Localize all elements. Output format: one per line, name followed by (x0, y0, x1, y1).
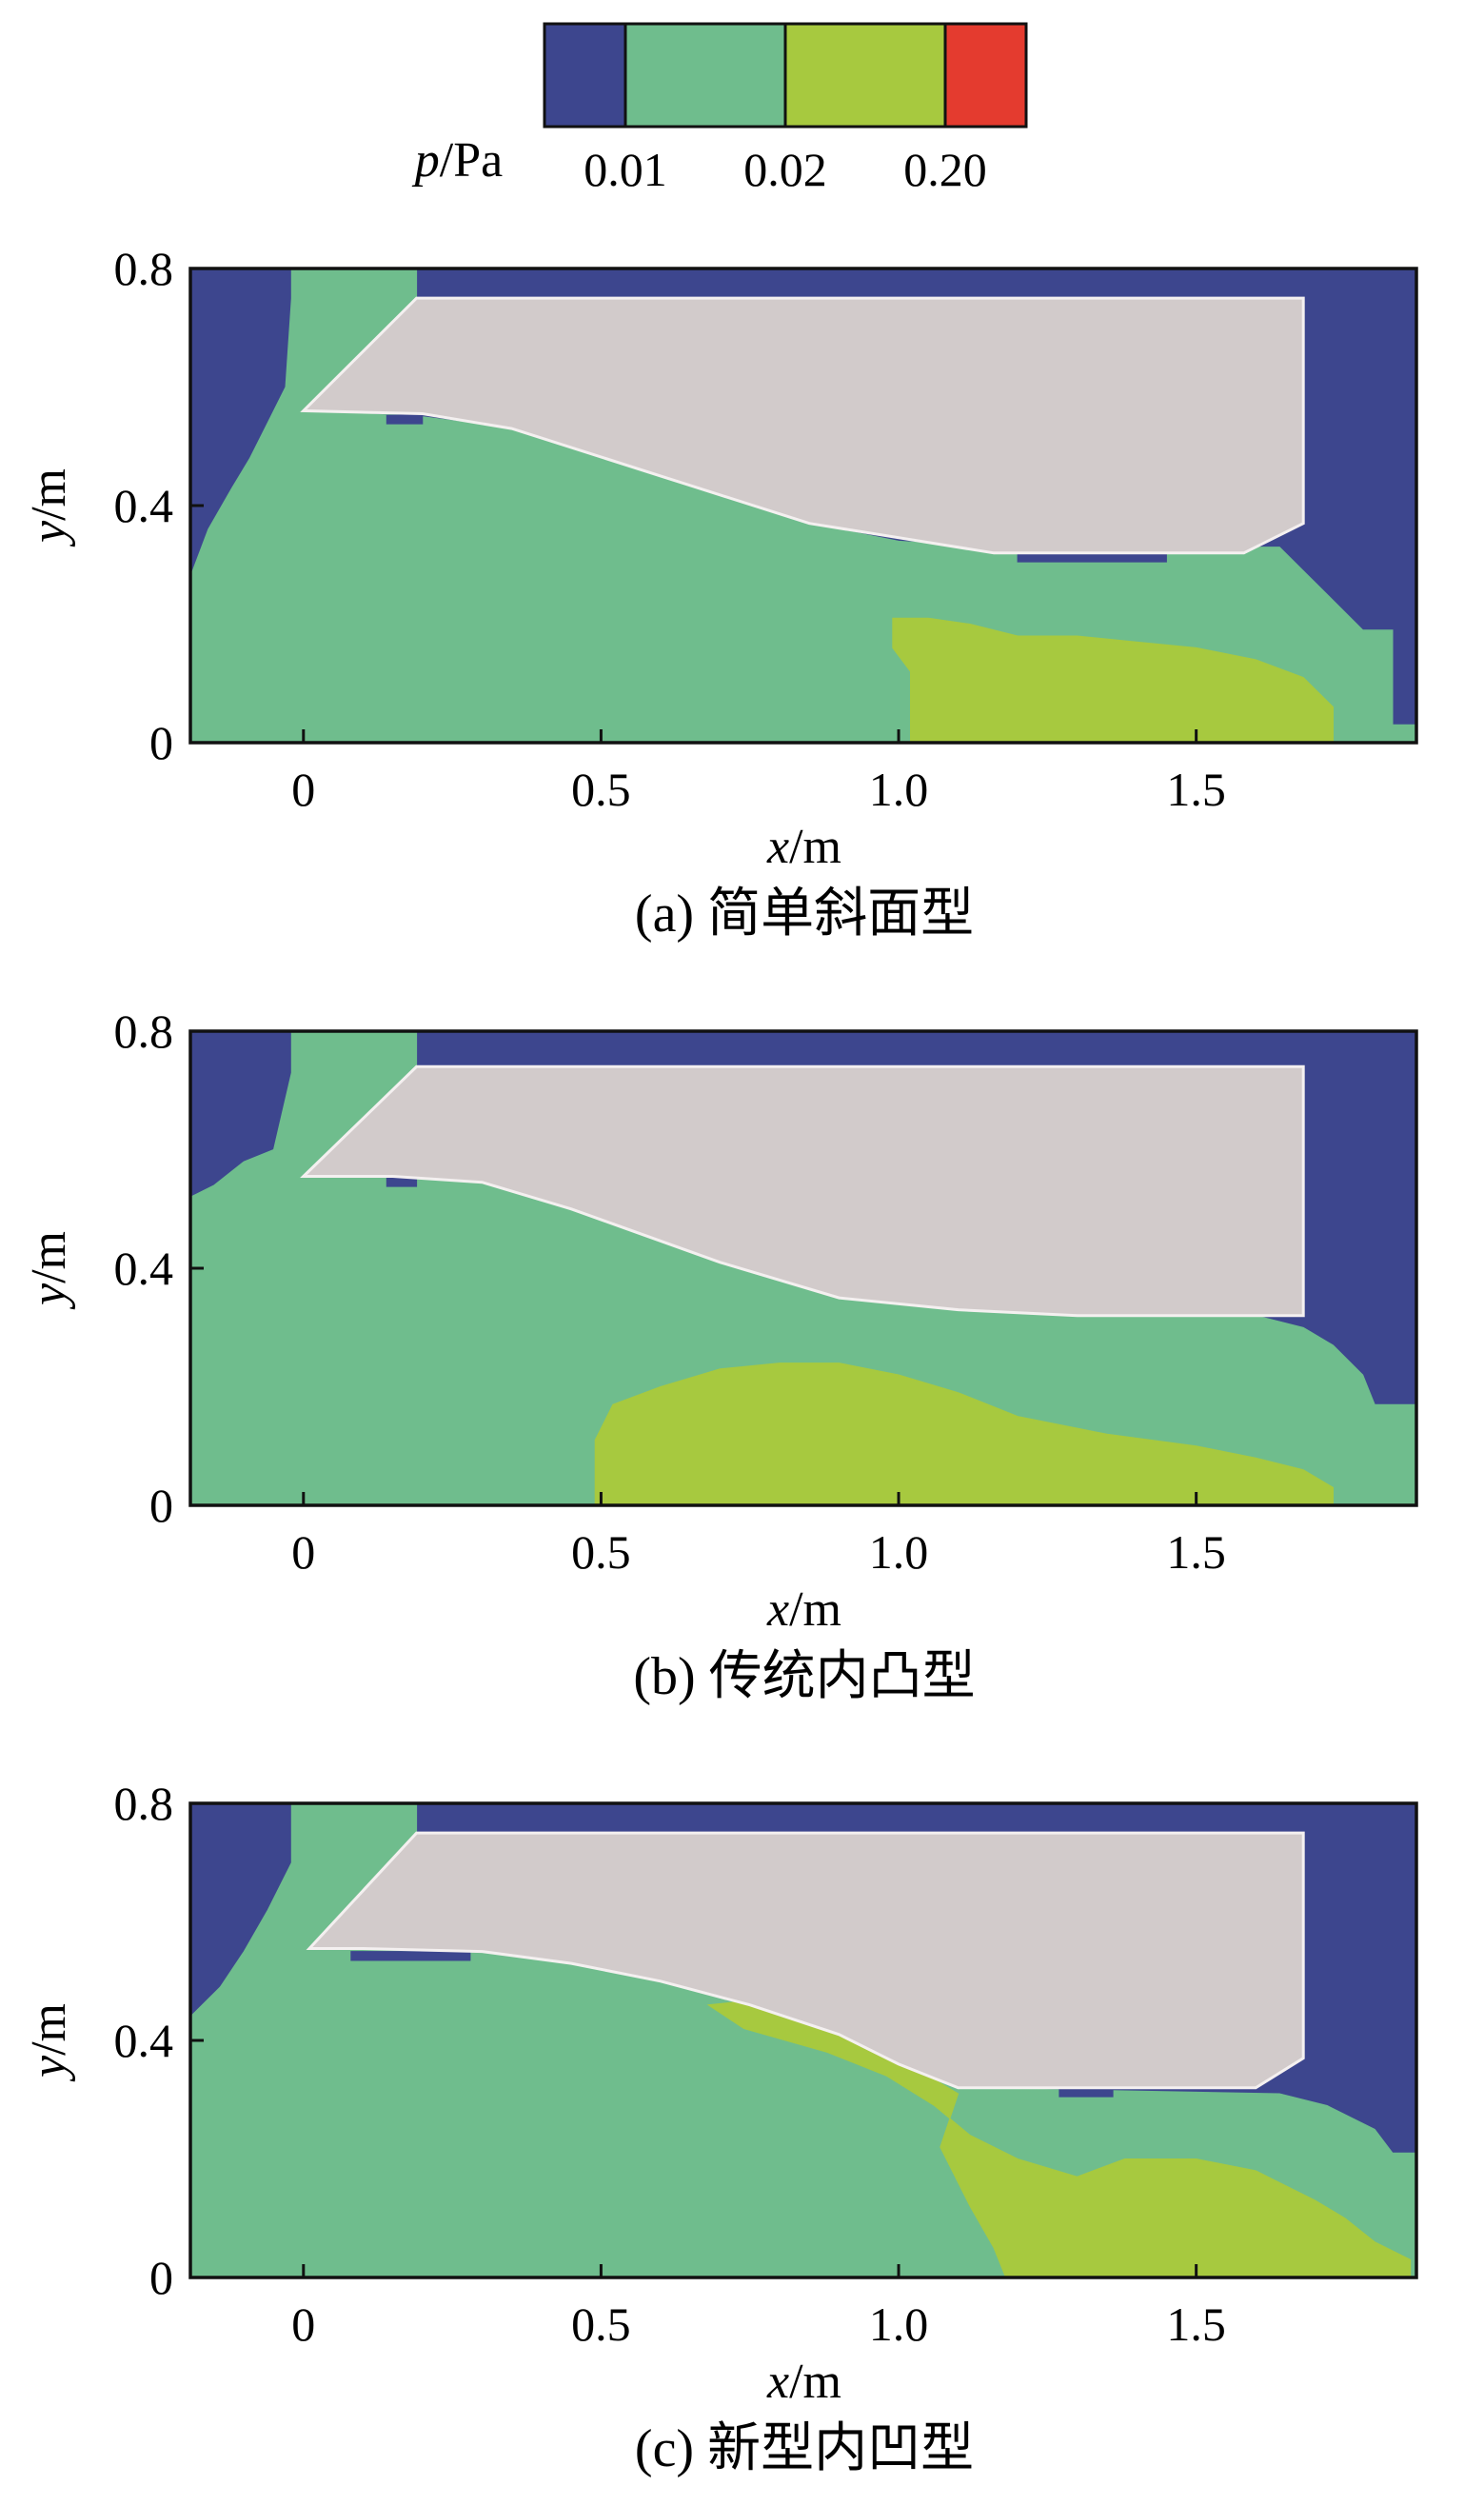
colorbar-segment (783, 22, 947, 129)
colorbar-tick-label: 0.20 (903, 143, 987, 196)
x-tick-label: 0.5 (571, 763, 631, 816)
colorbar-segment (543, 22, 627, 129)
x-axis-label: x/m (766, 2355, 841, 2409)
panel: 0 0.5 1.0 1.5 0 0.4 0.8 x/m y/m (b) 传统内凸型 (22, 1004, 1418, 1706)
contour-plot (190, 268, 1416, 743)
x-axis-label: x/m (766, 820, 841, 874)
panel-caption: (c) 新型内凹型 (635, 2419, 974, 2478)
contour-region (386, 414, 424, 425)
panel: 0 0.5 1.0 1.5 0 0.4 0.8 x/m y/m (c) 新型内凹型 (22, 1777, 1418, 2478)
y-axis-label: y/m (22, 468, 76, 547)
contour-region (594, 1362, 1334, 1505)
contour-region (706, 1998, 1412, 2277)
x-tick-label: 1.5 (1166, 763, 1226, 816)
x-tick-label: 1.0 (869, 763, 929, 816)
x-axis-label: x/m (766, 1582, 841, 1637)
colorbar: 0.01 0.02 0.20 p/Pa (411, 22, 1028, 196)
x-tick-label: 1.0 (869, 2297, 929, 2351)
solid-body (300, 1064, 1305, 1318)
x-tick-label: 1.5 (1166, 2297, 1226, 2351)
y-axis-label: y/m (22, 1231, 76, 1310)
panel: 0 0.5 1.0 1.5 0 0.4 0.8 x/m y/m (a) 简单斜面型 (22, 242, 1418, 944)
colorbar-label: p/Pa (411, 133, 503, 188)
y-tick-label: 0.4 (114, 479, 174, 532)
colorbar-tick-label: 0.01 (584, 143, 667, 196)
x-tick-label: 0.5 (571, 1525, 631, 1579)
x-tick-label: 1.5 (1166, 1525, 1226, 1579)
contour-plot (190, 1031, 1416, 1505)
solid-body (300, 296, 1305, 555)
contour-region (892, 617, 1334, 743)
solid-body (306, 1831, 1305, 2090)
x-tick-label: 0.5 (571, 2297, 631, 2351)
y-tick-label: 0 (149, 716, 173, 769)
contour-region (350, 1951, 471, 1961)
y-tick-label: 0.8 (114, 242, 174, 295)
y-tick-label: 0.8 (114, 1004, 174, 1058)
contour-region (386, 1177, 418, 1187)
y-tick-label: 0 (149, 2251, 173, 2304)
x-tick-label: 1.0 (869, 1525, 929, 1579)
y-tick-label: 0.8 (114, 1777, 174, 1830)
panels: 0 0.5 1.0 1.5 0 0.4 0.8 x/m y/m (a) 简单斜面型 0 0.5 1.0 1… (22, 242, 1418, 2478)
y-axis-label: y/m (22, 2003, 76, 2082)
y-tick-label: 0.4 (114, 1242, 174, 1295)
y-tick-label: 0 (149, 1479, 173, 1532)
contour-plot (190, 1803, 1416, 2277)
x-tick-label: 0 (291, 2297, 315, 2351)
panel-caption: (b) 传统内凸型 (633, 1647, 975, 1706)
colorbar-segment (623, 22, 787, 129)
colorbar-segment (943, 22, 1028, 129)
x-tick-label: 0 (291, 763, 315, 816)
y-tick-label: 0.4 (114, 2014, 174, 2067)
panel-caption: (a) 简单斜面型 (635, 885, 974, 944)
colorbar-tick-label: 0.02 (743, 143, 827, 196)
x-tick-label: 0 (291, 1525, 315, 1579)
